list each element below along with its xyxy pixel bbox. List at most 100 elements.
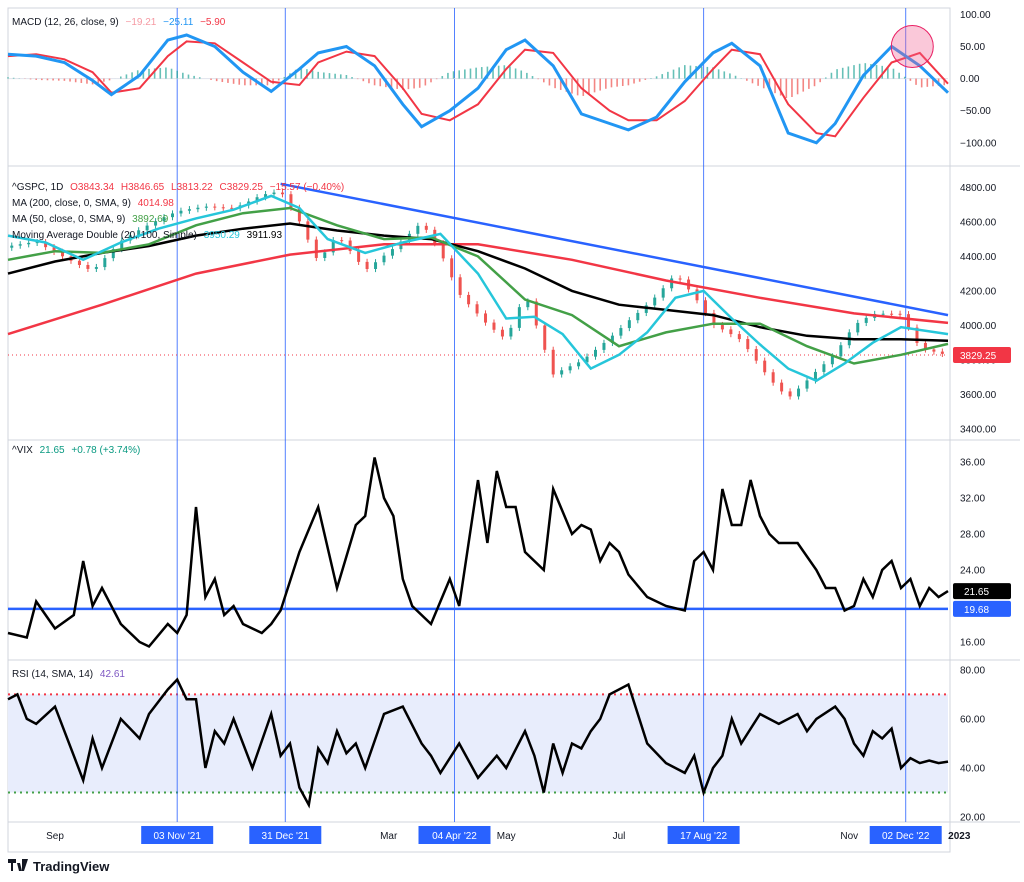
price-candle-body (424, 225, 428, 230)
ma50-legend-label: MA (50, close, 0, SMA, 9) (12, 214, 126, 225)
price-candle-body (771, 372, 775, 383)
price-candle-body (280, 192, 284, 195)
x-date-label: 04 Apr '22 (432, 831, 477, 842)
price-candle-body (145, 225, 149, 231)
price-candle-body (264, 194, 268, 198)
price-candle-body (297, 207, 301, 222)
price-candle-body (746, 339, 750, 350)
macd-legend-label: MACD (12, 26, close, 9) (12, 17, 119, 28)
x-tick-label: Nov (840, 831, 858, 842)
price-candle-body (365, 261, 369, 269)
price-candle-body (52, 247, 56, 252)
price-candle-body (594, 349, 597, 357)
vix-hline-label: 19.68 (964, 605, 989, 616)
price-candle-body (187, 209, 191, 211)
price-candle-body (610, 335, 614, 343)
price-candle-body (856, 322, 860, 333)
y-tick-label: 80.00 (960, 665, 985, 676)
y-tick-label: 4200.00 (960, 286, 997, 297)
last-price-label: 3829.25 (960, 351, 997, 362)
macd-value: −19.21 (125, 17, 157, 28)
price-candle-body (923, 342, 927, 350)
price-candle-body (441, 243, 445, 259)
price-candle-body (670, 278, 674, 289)
price-candle-body (179, 210, 183, 214)
price-candle-body (204, 206, 208, 208)
price-candle-body (137, 230, 141, 236)
price-candle-body (644, 305, 648, 313)
price-candle-body (120, 240, 124, 250)
vix-line (7, 457, 949, 649)
price-candle-body (230, 207, 234, 209)
x-date-label: 03 Nov '21 (153, 831, 201, 842)
price-candle-body (500, 329, 504, 337)
y-tick-label: 40.00 (960, 764, 985, 775)
tradingview-logo-icon (8, 858, 28, 874)
price-candle-body (619, 328, 623, 336)
price-candle-body (839, 345, 843, 357)
price-candle-body (712, 312, 716, 326)
price-candle-body (737, 334, 741, 340)
ma100-value: 3911.93 (246, 230, 283, 241)
x-date-label: 17 Aug '22 (680, 831, 727, 842)
x-date-highlight (418, 826, 491, 844)
x-date-highlight (141, 826, 214, 844)
price-candle-body (763, 360, 767, 373)
y-tick-label: 24.00 (960, 566, 985, 577)
price-candle-body (543, 325, 547, 350)
price-candle-body (77, 260, 81, 265)
price-candle-body (289, 194, 293, 208)
y-tick-label: 20.00 (960, 813, 985, 824)
tradingview-brand[interactable]: TradingView (8, 858, 109, 874)
ma200-legend-label: MA (200, close, 0, SMA, 9) (12, 198, 131, 209)
price-high: H3846.65 (120, 182, 165, 193)
price-candle-body (678, 278, 682, 280)
price-candle-body (484, 313, 488, 323)
price-open: O3843.34 (70, 182, 115, 193)
x-tick-label: Sep (46, 831, 64, 842)
price-candle-body (898, 313, 902, 315)
tradingview-brand-label: TradingView (33, 858, 110, 874)
macd-histogram-value: −5.90 (200, 17, 226, 28)
vix-legend: ^VIX 21.65 +0.78 (+3.74%) (12, 445, 144, 456)
price-candle-body (932, 349, 936, 352)
rsi-line (7, 677, 949, 809)
x-tick-label: Jul (613, 831, 626, 842)
last-price-badge (953, 346, 1011, 363)
rsi-legend-label: RSI (14, SMA, 14) (12, 669, 94, 680)
price-candle-body (18, 244, 22, 246)
price-candle-body (433, 229, 437, 244)
price-candle-body (830, 356, 834, 365)
price-candle-body (306, 221, 310, 240)
price-candle-body (331, 240, 335, 253)
y-tick-label: 3400.00 (960, 425, 997, 436)
macd-signal-line (7, 40, 949, 138)
y-tick-label: 28.00 (960, 530, 985, 541)
price-candle-body (154, 221, 158, 226)
price-candle-body (450, 258, 454, 278)
macd-signal-value: −25.11 (163, 17, 194, 28)
ma20-value: 3950.29 (203, 230, 240, 241)
price-candle-body (890, 313, 894, 315)
price-candle-body (357, 251, 361, 262)
price-candle-body (780, 382, 784, 392)
price-candle-body (915, 327, 919, 343)
price-candle-body (475, 304, 479, 314)
price-candle-body (492, 322, 496, 330)
price-legend-label: ^GSPC, 1D (12, 182, 64, 193)
price-candle-body (585, 356, 589, 363)
vix-change: +0.78 (+3.74%) (71, 445, 141, 456)
ma-double-legend-label: Moving Average Double (20, 100, Simple) (12, 230, 197, 241)
price-candle-body (788, 391, 792, 397)
y-tick-label: 4600.00 (960, 217, 997, 228)
price-candle-body (416, 225, 420, 234)
y-tick-label: 16.00 (960, 638, 985, 649)
price-low: L3813.22 (171, 182, 213, 193)
ma50-value: 3892.69 (132, 214, 169, 225)
price-candle-body (10, 245, 14, 248)
rsi-legend: RSI (14, SMA, 14) 42.61 (12, 669, 129, 680)
vix-hline-badge (953, 600, 1011, 617)
y-tick-label: −50.00 (960, 106, 991, 117)
y-tick-label: 0.00 (960, 74, 980, 85)
